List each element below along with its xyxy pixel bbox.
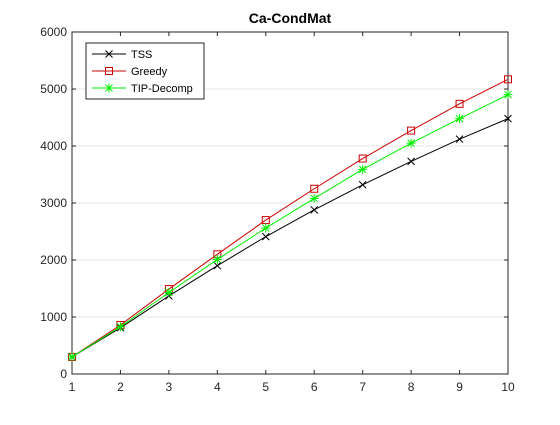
data-point-tip-decomp-4 — [261, 223, 271, 233]
x-tick-label-4: 5 — [262, 380, 269, 394]
data-point-tip-decomp-7 — [406, 138, 416, 148]
data-point-tip-decomp-2 — [164, 287, 174, 297]
legend-box — [85, 42, 205, 100]
y-tick-label-0: 0 — [60, 367, 67, 381]
series-line-greedy — [71, 78, 509, 358]
x-tick-label-5: 6 — [311, 380, 318, 394]
legend-marker-tip-decomp — [104, 83, 114, 93]
data-point-tss-4 — [261, 232, 270, 241]
x-tick-label-0: 1 — [69, 380, 76, 394]
x-tick-label-6: 7 — [359, 380, 366, 394]
x-tick-label-3: 4 — [214, 380, 221, 394]
data-point-greedy-7 — [407, 126, 416, 135]
data-point-tip-decomp-5 — [309, 193, 319, 203]
data-point-greedy-9 — [504, 75, 512, 84]
data-point-tip-decomp-9 — [503, 90, 513, 100]
y-tick-label-1: 1000 — [40, 310, 67, 324]
x-tick-label-8: 9 — [456, 380, 463, 394]
y-tick-label-2: 2000 — [40, 253, 67, 267]
data-point-greedy-6 — [358, 154, 367, 163]
legend-label-tip-decomp: TIP-Decomp — [131, 83, 193, 95]
data-point-tss-5 — [310, 205, 319, 214]
series-line-tip-decomp — [71, 94, 509, 358]
x-tick-label-1: 2 — [117, 380, 124, 394]
data-point-tss-9 — [504, 114, 512, 123]
data-point-tip-decomp-8 — [455, 114, 465, 124]
data-point-tss-7 — [407, 157, 415, 166]
x-tick-label-9: 10 — [501, 380, 515, 394]
x-tick-label-7: 8 — [408, 380, 415, 394]
x-tick-label-2: 3 — [166, 380, 173, 394]
data-point-greedy-5 — [310, 184, 319, 193]
legend-marker-greedy — [105, 67, 113, 75]
legend-marker-tss — [105, 50, 113, 58]
data-point-tip-decomp-1 — [115, 322, 125, 332]
data-point-tss-6 — [358, 180, 367, 189]
chart-title: Ca-CondMat — [249, 10, 332, 26]
y-tick-label-6: 6000 — [40, 25, 67, 39]
legend: TSS Greedy TIP-Decomp — [85, 42, 205, 100]
y-tick-label-5: 5000 — [40, 82, 67, 96]
series-line-tss — [71, 118, 509, 358]
y-tick-label-3: 3000 — [40, 196, 67, 210]
data-point-tss-8 — [455, 135, 464, 144]
data-point-tip-decomp-3 — [212, 254, 222, 264]
y-tick-label-4: 4000 — [40, 139, 67, 153]
data-point-greedy-8 — [455, 99, 464, 108]
data-point-tip-decomp-0 — [67, 352, 77, 362]
data-point-tip-decomp-6 — [358, 164, 368, 174]
legend-label-greedy: Greedy — [131, 66, 168, 78]
legend-label-tss: TSS — [131, 49, 152, 61]
data-point-tss-3 — [213, 261, 222, 270]
